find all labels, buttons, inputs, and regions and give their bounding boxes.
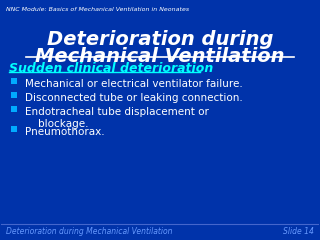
Text: Deterioration during Mechanical Ventilation: Deterioration during Mechanical Ventilat… xyxy=(6,227,172,236)
Text: Slide 14: Slide 14 xyxy=(284,227,314,236)
FancyBboxPatch shape xyxy=(11,126,17,132)
FancyBboxPatch shape xyxy=(11,92,17,98)
FancyBboxPatch shape xyxy=(11,78,17,84)
Text: Disconnected tube or leaking connection.: Disconnected tube or leaking connection. xyxy=(25,93,242,103)
Text: Deterioration during: Deterioration during xyxy=(47,30,273,49)
Text: Sudden clinical deterioration: Sudden clinical deterioration xyxy=(9,62,213,75)
Text: Mechanical or electrical ventilator failure.: Mechanical or electrical ventilator fail… xyxy=(25,79,242,89)
Text: NNC Module: Basics of Mechanical Ventilation in Neonates: NNC Module: Basics of Mechanical Ventila… xyxy=(6,7,189,12)
FancyBboxPatch shape xyxy=(11,106,17,112)
Text: Pneumothorax.: Pneumothorax. xyxy=(25,127,104,137)
Text: Mechanical Ventilation: Mechanical Ventilation xyxy=(35,47,285,66)
Text: Endotracheal tube displacement or
    blockage.: Endotracheal tube displacement or blocka… xyxy=(25,107,209,129)
